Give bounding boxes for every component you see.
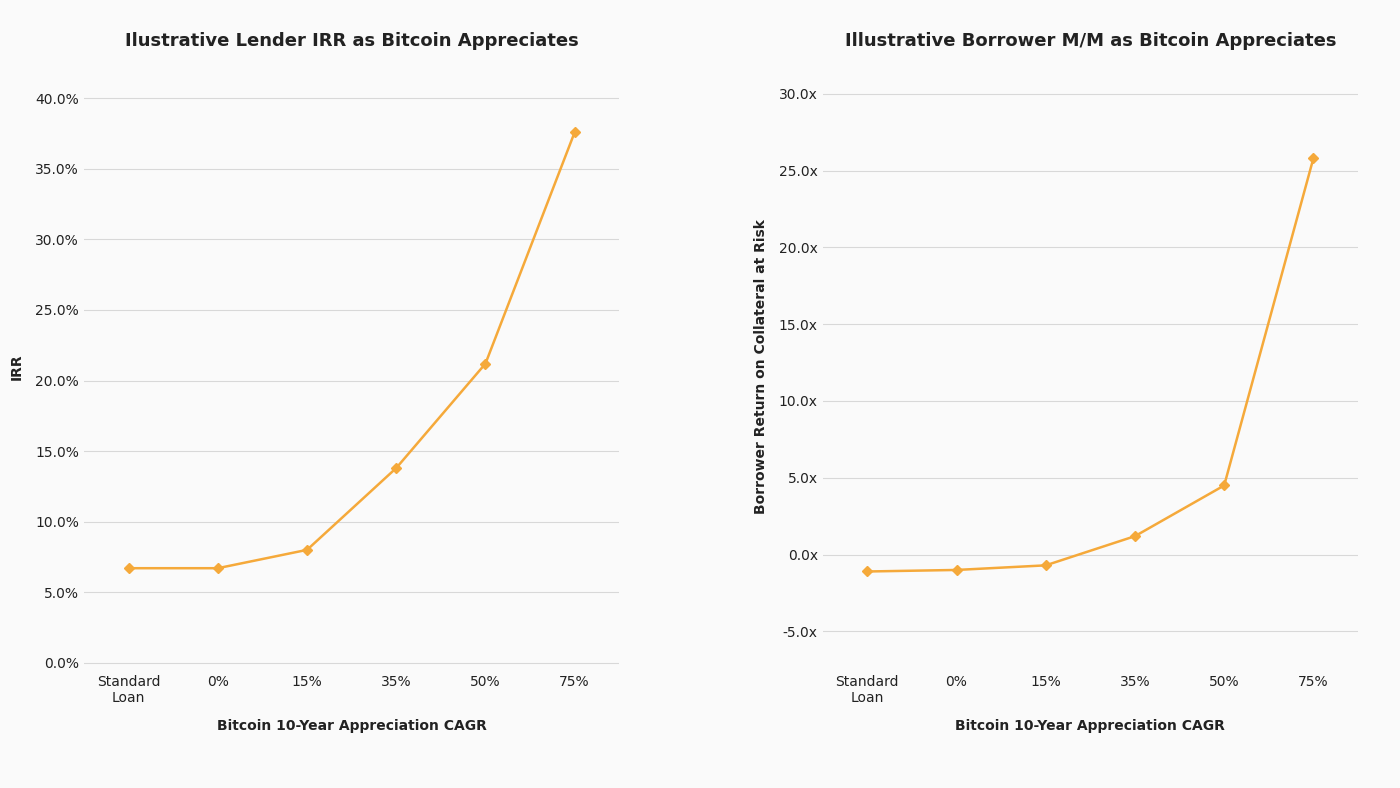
Title: Illustrative Borrower M/M as Bitcoin Appreciates: Illustrative Borrower M/M as Bitcoin App… bbox=[844, 32, 1336, 50]
Title: Ilustrative Lender IRR as Bitcoin Appreciates: Ilustrative Lender IRR as Bitcoin Apprec… bbox=[125, 32, 578, 50]
X-axis label: Bitcoin 10-Year Appreciation CAGR: Bitcoin 10-Year Appreciation CAGR bbox=[955, 719, 1225, 733]
Y-axis label: Borrower Return on Collateral at Risk: Borrower Return on Collateral at Risk bbox=[753, 219, 767, 514]
X-axis label: Bitcoin 10-Year Appreciation CAGR: Bitcoin 10-Year Appreciation CAGR bbox=[217, 719, 487, 733]
Y-axis label: IRR: IRR bbox=[10, 353, 24, 380]
